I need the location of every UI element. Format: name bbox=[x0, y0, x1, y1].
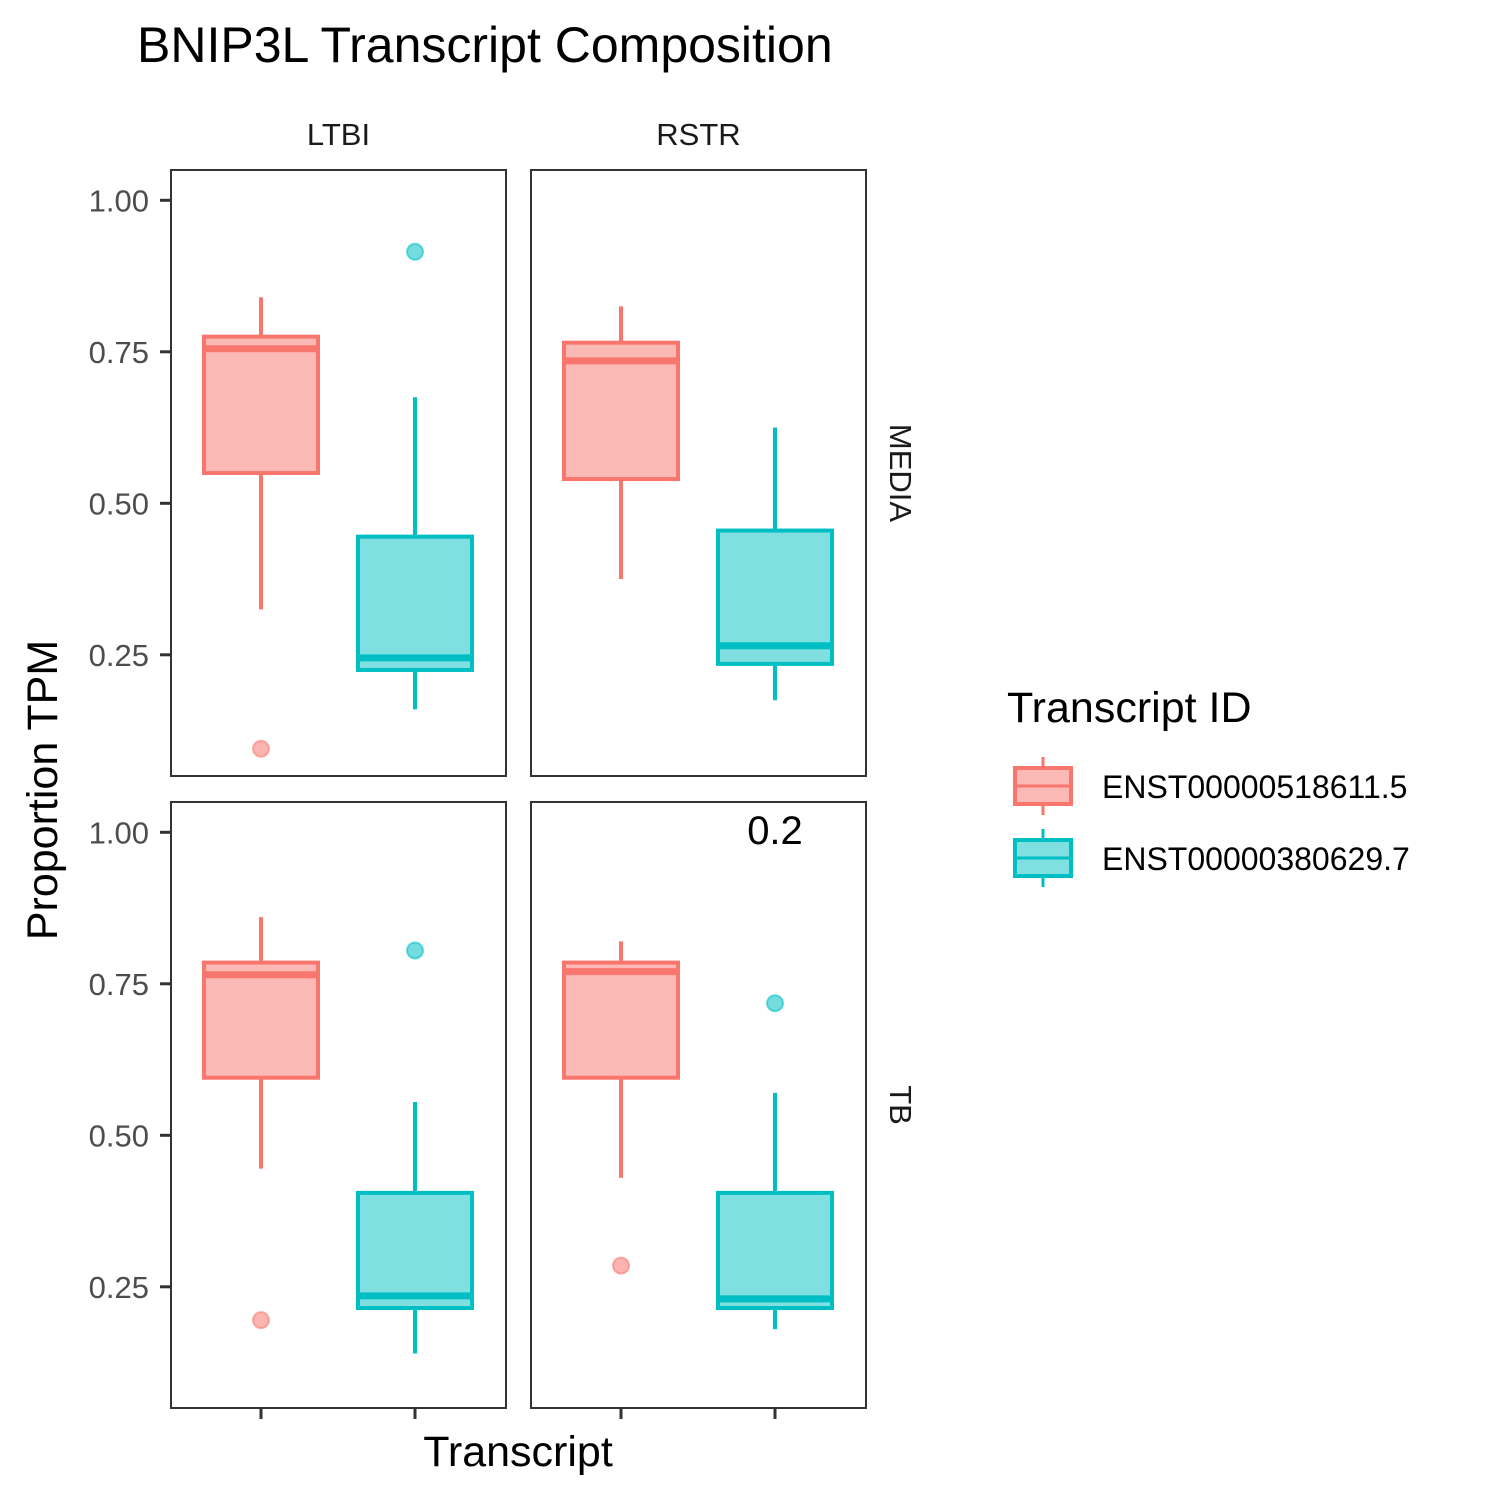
strip-label-media: MEDIA bbox=[883, 424, 918, 523]
strip-label-tb: TB bbox=[883, 1085, 918, 1125]
x-axis-title: Transcript bbox=[423, 1428, 613, 1476]
facet-panel-ltbi-tb bbox=[170, 801, 507, 1409]
outlier-point bbox=[406, 242, 424, 261]
legend: Transcript ID ENST00000518611.5ENST00000… bbox=[1007, 684, 1410, 887]
iqr-box bbox=[356, 534, 474, 672]
outlier-point bbox=[612, 1256, 630, 1275]
outlier-point bbox=[406, 941, 424, 960]
y-tick-label: 0.75 bbox=[89, 335, 149, 370]
panel-border bbox=[530, 801, 867, 1409]
outlier-point bbox=[252, 739, 270, 758]
legend-label: ENST00000518611.5 bbox=[1102, 769, 1407, 805]
y-tick-label: 0.25 bbox=[89, 638, 149, 673]
box-ENST00000518611.5 bbox=[562, 941, 680, 1275]
y-tick-label: 0.75 bbox=[89, 967, 149, 1002]
legend-item-1: ENST00000380629.7 bbox=[1013, 829, 1410, 887]
iqr-box bbox=[716, 1190, 834, 1311]
facet-panel-rstr-tb: 0.2 bbox=[530, 801, 867, 1409]
strip-label-ltbi: LTBI bbox=[307, 117, 370, 152]
iqr-box bbox=[356, 1190, 474, 1311]
facet-panel-rstr-media bbox=[530, 169, 867, 777]
legend-label: ENST00000380629.7 bbox=[1102, 841, 1410, 877]
box-ENST00000380629.7 bbox=[356, 941, 474, 1354]
box-ENST00000380629.7 bbox=[716, 994, 834, 1330]
panel-annotation: 0.2 bbox=[747, 809, 803, 853]
box-ENST00000518611.5 bbox=[202, 917, 320, 1330]
outlier-point bbox=[252, 1311, 270, 1330]
legend-item-0: ENST00000518611.5 bbox=[1013, 757, 1407, 815]
panel-border bbox=[170, 801, 507, 1409]
y-tick-label: 0.50 bbox=[89, 1118, 149, 1153]
legend-title: Transcript ID bbox=[1007, 684, 1252, 732]
iqr-box bbox=[562, 960, 680, 1080]
box-ENST00000380629.7 bbox=[716, 427, 834, 701]
y-tick-label: 1.00 bbox=[89, 183, 149, 218]
legend-items: ENST00000518611.5 ENST00000380629.7 bbox=[1013, 757, 1410, 887]
box-ENST00000380629.7 bbox=[356, 242, 474, 710]
y-tick-label: 1.00 bbox=[89, 815, 149, 850]
y-tick-label: 0.25 bbox=[89, 1270, 149, 1305]
y-axis-title: Proportion TPM bbox=[19, 640, 67, 940]
iqr-box bbox=[202, 960, 320, 1080]
y-tick-label: 0.50 bbox=[89, 486, 149, 521]
facet-panels: 0.2 LTBI RSTR MEDIA TB 0.25 0.50 0.75 1.00 0.25 0.… bbox=[89, 117, 918, 1419]
iqr-box bbox=[562, 340, 680, 482]
chart-title: BNIP3L Transcript Composition bbox=[137, 17, 833, 73]
strip-label-rstr: RSTR bbox=[656, 117, 740, 152]
facet-panel-ltbi-media bbox=[170, 169, 507, 777]
iqr-box bbox=[716, 528, 834, 666]
box-ENST00000518611.5 bbox=[202, 297, 320, 758]
outlier-point bbox=[766, 994, 784, 1013]
box-ENST00000518611.5 bbox=[562, 306, 680, 580]
iqr-box bbox=[202, 334, 320, 475]
